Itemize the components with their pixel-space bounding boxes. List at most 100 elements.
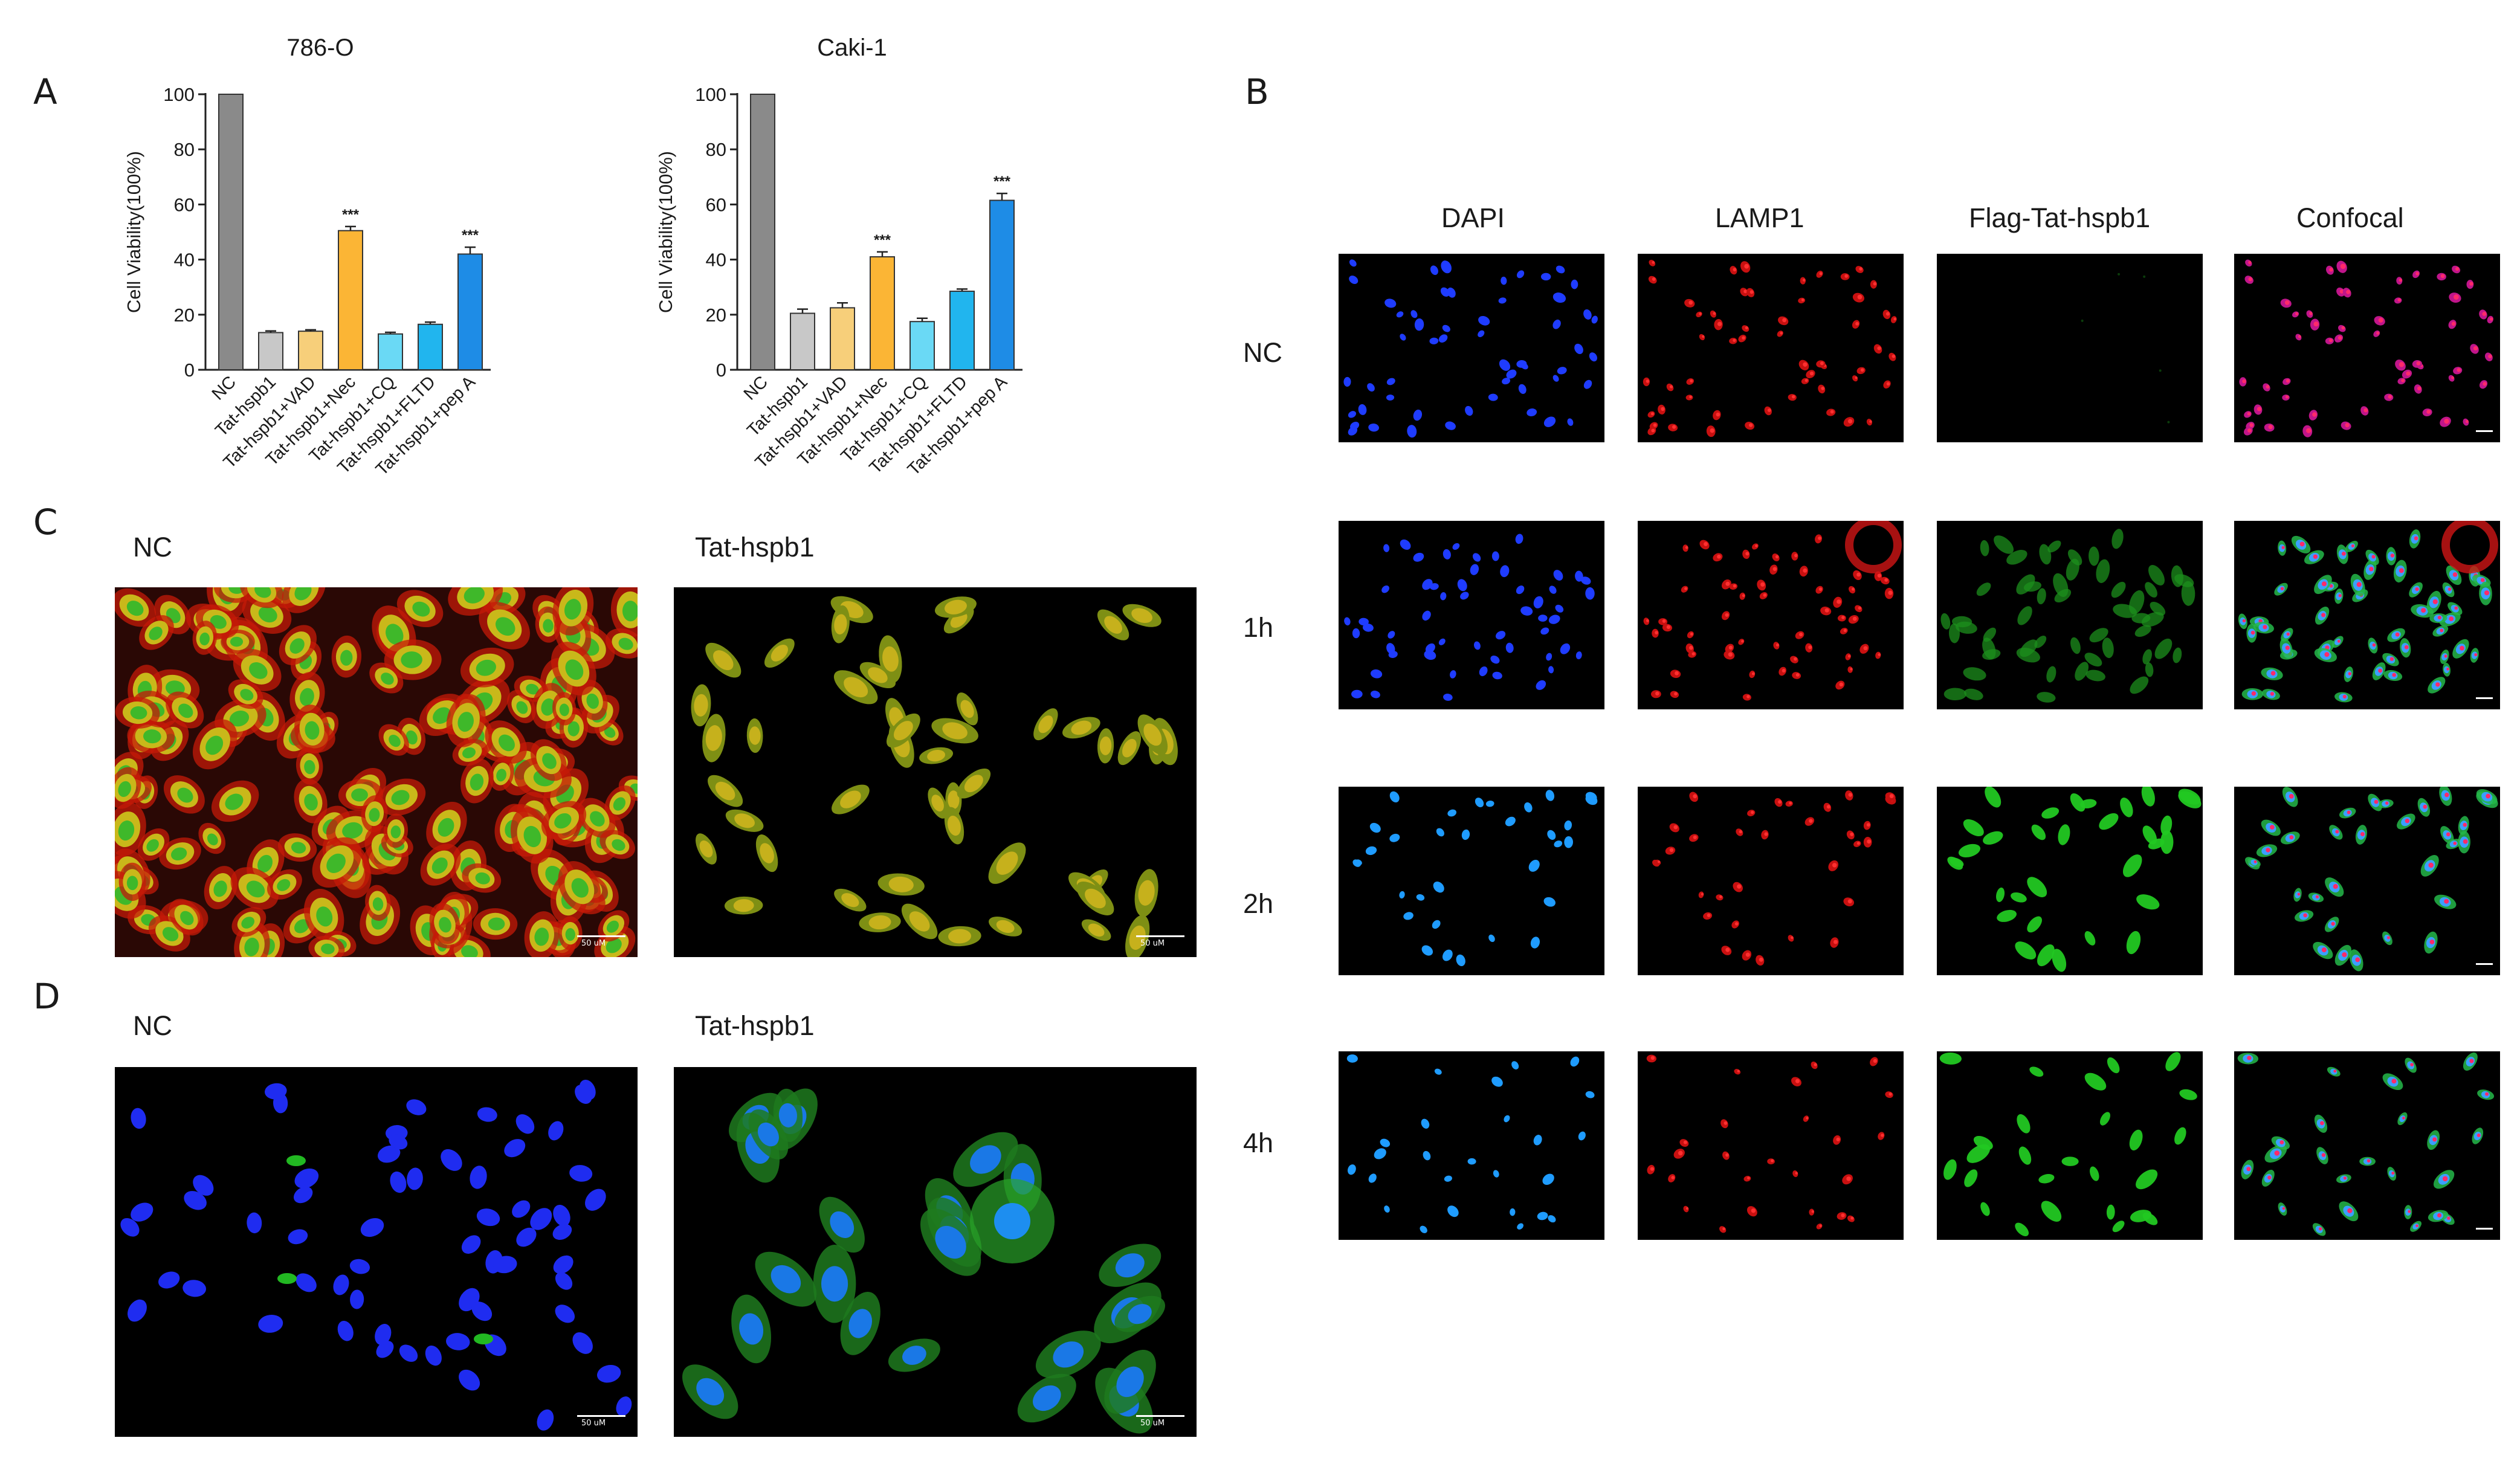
lysosome-dot xyxy=(1809,819,1813,823)
nucleus xyxy=(575,1085,592,1104)
nucleus xyxy=(1583,379,1592,389)
nucleus xyxy=(1591,315,1598,324)
nucleus xyxy=(1493,1170,1499,1178)
lysosome-dot xyxy=(1767,408,1771,412)
lysosome-dot xyxy=(1850,1216,1854,1220)
merge-lysosome xyxy=(2453,841,2457,845)
flag-signal xyxy=(2061,1156,2079,1166)
cell-green-core xyxy=(294,919,309,934)
lysosome-dot xyxy=(1836,1137,1840,1141)
lysosome-dot xyxy=(1657,860,1661,863)
lysosome-dot xyxy=(1724,1121,1728,1125)
cell-nucleus-yellow xyxy=(699,840,713,858)
micrograph-c-nc xyxy=(115,587,638,957)
cell-green-core xyxy=(369,808,380,822)
cell-green-core xyxy=(291,842,306,854)
nucleus xyxy=(1456,954,1465,966)
merge-lysosome xyxy=(2482,311,2487,316)
y-axis-label: Cell Viability(100%) xyxy=(123,151,144,313)
merge-lysosome xyxy=(2406,371,2411,376)
y-tick-label: 20 xyxy=(706,305,726,326)
nucleus xyxy=(1548,666,1554,674)
nucleus-cyan xyxy=(1116,1366,1144,1398)
merge-lysosome xyxy=(2247,1056,2252,1060)
nucleus xyxy=(1440,287,1450,297)
nucleus xyxy=(1543,416,1556,427)
cell-green-core xyxy=(305,721,320,740)
merge-lysosome xyxy=(2347,1208,2353,1213)
merge-lysosome xyxy=(2246,1167,2251,1172)
cell-green-core xyxy=(228,587,245,594)
lysosome-dot xyxy=(1717,555,1721,559)
flag-signal xyxy=(1963,819,1984,837)
cell-green-core xyxy=(240,689,254,701)
cell-green-core xyxy=(431,857,448,874)
nucleus xyxy=(1575,651,1582,660)
nucleus xyxy=(512,1200,531,1218)
lysosome-dot xyxy=(1683,1140,1687,1144)
nucleus xyxy=(1516,360,1527,368)
lysosome-dot xyxy=(1819,1224,1822,1227)
nucleus xyxy=(1386,394,1395,401)
category-label: NC xyxy=(740,372,772,404)
lysosome-signal xyxy=(1699,334,1705,341)
flag-signal xyxy=(2136,1169,2158,1190)
cell-nucleus-yellow xyxy=(713,650,734,671)
merge-lysosome xyxy=(2286,379,2290,383)
cell-green-core xyxy=(541,698,555,716)
lysosome-dot xyxy=(1746,695,1750,698)
lysosome-dot xyxy=(1760,582,1765,587)
cell-nucleus-yellow xyxy=(840,790,861,808)
merge-lysosome xyxy=(2242,619,2246,623)
nucleus xyxy=(1432,920,1441,929)
lysosome-signal xyxy=(1792,1170,1798,1178)
lysosome-dot xyxy=(1693,794,1698,799)
nucleus xyxy=(1438,638,1446,645)
lysosome-dot xyxy=(1655,631,1658,634)
nucleus xyxy=(1491,1076,1503,1087)
lysosome-dot xyxy=(1858,606,1861,610)
nucleus xyxy=(247,1212,262,1234)
merge-lysosome xyxy=(2442,1176,2448,1182)
y-tick-label: 40 xyxy=(174,250,195,271)
nucleus xyxy=(504,1139,526,1158)
merge-lysosome xyxy=(2389,657,2394,661)
lysosome-dot xyxy=(1878,653,1881,656)
flag-signal xyxy=(2058,824,2070,845)
nucleus xyxy=(1478,315,1490,326)
cell-green-core xyxy=(567,721,580,737)
lysosome-dot xyxy=(1860,368,1864,372)
micrograph-d-nc xyxy=(115,1067,638,1437)
merge-lysosome xyxy=(2286,632,2290,636)
micrograph-b-1h-confocal xyxy=(2234,521,2500,709)
merge-lysosome xyxy=(2242,379,2246,384)
cell-nucleus-yellow xyxy=(868,915,891,930)
merge-lysosome xyxy=(2328,338,2333,343)
cell-green-core xyxy=(565,659,584,680)
nucleus xyxy=(1414,318,1424,331)
y-tick-label: 60 xyxy=(174,194,195,215)
merge-lysosome xyxy=(2270,692,2275,696)
lysosome-dot xyxy=(1728,652,1733,657)
nucleus xyxy=(1549,585,1557,594)
flag-signal xyxy=(2107,1057,2120,1074)
lysosome-dot xyxy=(1739,830,1743,834)
lysosome-dot xyxy=(1801,298,1804,302)
bar xyxy=(258,332,283,371)
nucleus xyxy=(1396,311,1404,318)
merge-lysosome xyxy=(2395,632,2400,637)
row-label-1h: 1h xyxy=(1243,612,1274,643)
bar xyxy=(790,312,815,370)
nucleus xyxy=(258,1314,283,1333)
bar xyxy=(870,256,895,371)
nucleus xyxy=(476,1208,500,1227)
flag-signal xyxy=(1949,623,1960,643)
significance-label: *** xyxy=(993,173,1011,190)
lysosome-dot xyxy=(1888,1092,1892,1096)
lysosome-dot xyxy=(1741,640,1744,643)
nucleus xyxy=(471,1301,493,1321)
lysosome-dot xyxy=(1650,1167,1654,1171)
lysosome-dot xyxy=(1646,379,1650,383)
flag-signal xyxy=(2134,625,2151,637)
